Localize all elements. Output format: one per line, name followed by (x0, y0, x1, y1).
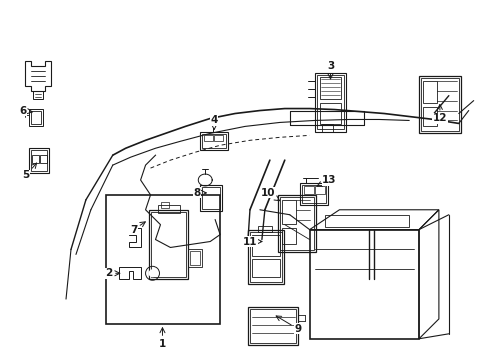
Bar (40, 155, 47, 163)
Text: 9: 9 (276, 316, 301, 334)
Bar (161, 202, 169, 208)
Bar (247, 307, 297, 345)
Bar (105, 195, 220, 324)
Text: 5: 5 (22, 163, 37, 180)
Bar (251, 235, 279, 256)
Bar (301, 185, 325, 203)
Bar (188, 249, 202, 267)
Bar (148, 210, 188, 279)
Text: 8: 8 (193, 188, 206, 198)
Bar (314, 186, 324, 194)
Text: 12: 12 (432, 104, 446, 123)
Bar (204, 135, 213, 141)
Bar (277, 195, 315, 252)
Bar (251, 260, 279, 277)
Bar (158, 205, 180, 213)
Bar (303, 186, 313, 194)
Bar (247, 230, 283, 284)
Bar (316, 75, 344, 129)
Bar (200, 185, 222, 211)
Bar (319, 103, 341, 125)
Text: 13: 13 (316, 175, 336, 186)
Bar (29, 148, 49, 173)
Bar (190, 251, 200, 265)
Bar (29, 109, 43, 126)
Bar (150, 212, 186, 277)
Bar (281, 228, 295, 243)
Bar (321, 125, 333, 132)
Bar (31, 150, 47, 171)
Bar (422, 81, 436, 103)
Bar (249, 309, 295, 343)
Text: 1: 1 (159, 328, 166, 349)
Bar (279, 197, 313, 251)
Circle shape (148, 269, 156, 277)
Bar (314, 73, 346, 132)
Text: 4: 4 (210, 116, 218, 130)
Bar (214, 135, 223, 141)
Text: 2: 2 (105, 268, 120, 278)
Bar (257, 226, 271, 231)
Bar (418, 76, 460, 133)
Text: 10: 10 (260, 188, 279, 201)
Bar (249, 231, 281, 282)
Bar (319, 77, 341, 99)
Text: 6: 6 (20, 105, 32, 116)
Bar (420, 78, 458, 131)
Bar (200, 132, 227, 150)
Bar (299, 183, 327, 205)
Text: 3: 3 (326, 61, 333, 79)
Bar (281, 200, 295, 224)
Text: 7: 7 (130, 222, 145, 235)
Text: 11: 11 (242, 237, 262, 247)
Bar (202, 187, 220, 209)
Bar (324, 215, 408, 227)
Bar (202, 134, 225, 148)
Bar (32, 155, 39, 163)
Bar (422, 107, 436, 126)
Bar (31, 111, 41, 125)
